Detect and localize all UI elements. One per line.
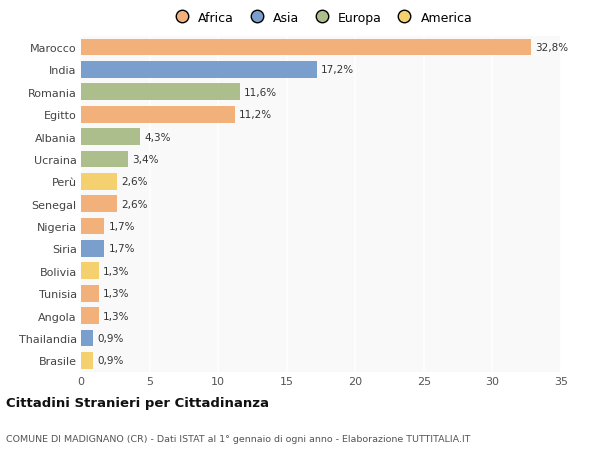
Bar <box>81 196 116 213</box>
Bar <box>81 308 99 325</box>
Text: 2,6%: 2,6% <box>121 177 147 187</box>
Text: 2,6%: 2,6% <box>121 199 147 209</box>
Text: 11,2%: 11,2% <box>239 110 272 120</box>
Text: 1,3%: 1,3% <box>103 311 130 321</box>
Text: 3,4%: 3,4% <box>132 155 158 165</box>
Bar <box>81 218 104 235</box>
Text: 1,3%: 1,3% <box>103 289 130 299</box>
Text: 17,2%: 17,2% <box>321 65 354 75</box>
Bar <box>81 129 140 146</box>
Text: 0,9%: 0,9% <box>97 356 124 366</box>
Text: 1,7%: 1,7% <box>109 244 135 254</box>
Bar <box>81 263 99 280</box>
Bar <box>81 84 240 101</box>
Text: 32,8%: 32,8% <box>535 43 568 53</box>
Text: 1,7%: 1,7% <box>109 222 135 232</box>
Bar <box>81 106 235 123</box>
Text: 4,3%: 4,3% <box>144 132 170 142</box>
Text: COMUNE DI MADIGNANO (CR) - Dati ISTAT al 1° gennaio di ogni anno - Elaborazione : COMUNE DI MADIGNANO (CR) - Dati ISTAT al… <box>6 434 470 442</box>
Text: 1,3%: 1,3% <box>103 266 130 276</box>
Bar <box>81 241 104 257</box>
Text: Cittadini Stranieri per Cittadinanza: Cittadini Stranieri per Cittadinanza <box>6 396 269 409</box>
Legend: Africa, Asia, Europa, America: Africa, Asia, Europa, America <box>167 9 475 27</box>
Bar <box>81 39 531 56</box>
Bar <box>81 352 94 369</box>
Bar <box>81 62 317 78</box>
Bar <box>81 174 116 190</box>
Bar <box>81 285 99 302</box>
Text: 11,6%: 11,6% <box>244 88 277 98</box>
Bar <box>81 330 94 347</box>
Bar <box>81 151 128 168</box>
Text: 0,9%: 0,9% <box>97 333 124 343</box>
